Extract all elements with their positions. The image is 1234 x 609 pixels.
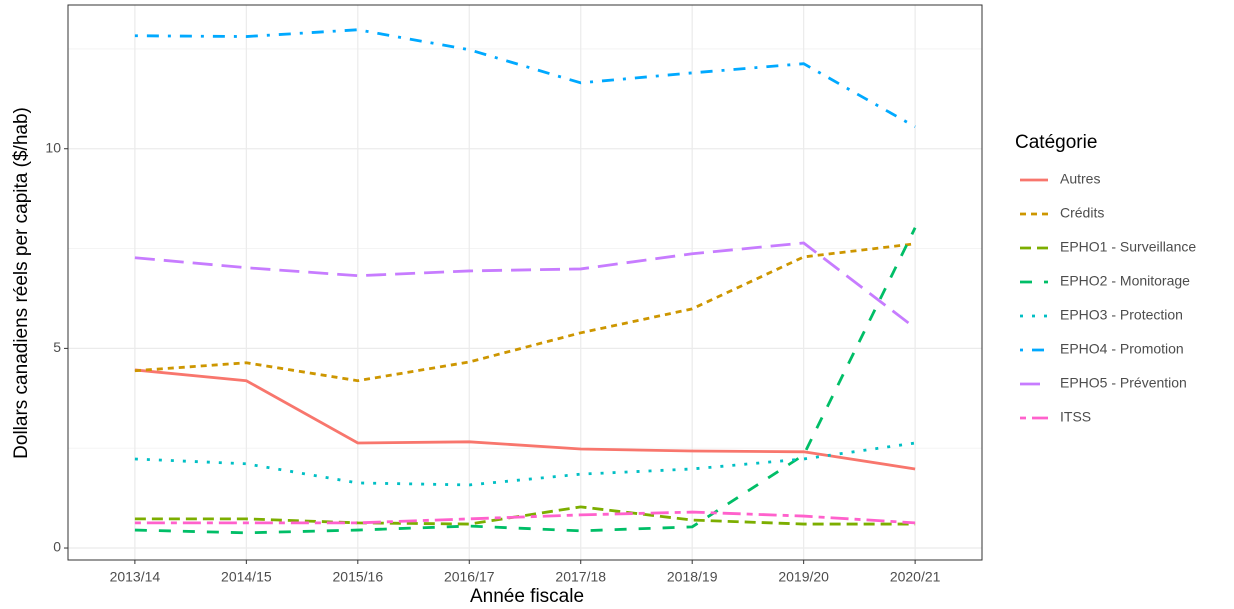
series-line (134, 227, 917, 535)
x-tick-label: 2013/14 (110, 569, 161, 585)
legend-label: Autres (1060, 171, 1100, 187)
panel (68, 5, 982, 560)
legend-label: EPHO1 - Surveillance (1060, 239, 1196, 255)
legend-label: EPHO5 - Prévention (1060, 375, 1187, 391)
y-tick-label: 0 (53, 539, 61, 555)
legend-label: ITSS (1060, 409, 1091, 425)
x-tick-label: 2018/19 (667, 569, 718, 585)
x-axis-title: Année fiscale (470, 586, 584, 607)
series-line (134, 368, 916, 471)
series-line (134, 510, 916, 525)
x-tick-label: 2016/17 (444, 569, 495, 585)
legend-label: EPHO3 - Protection (1060, 307, 1183, 323)
legend-title: Catégorie (1015, 132, 1097, 153)
x-tick-label: 2020/21 (890, 569, 941, 585)
y-tick-label: 5 (53, 339, 61, 355)
x-tick-label: 2014/15 (221, 569, 272, 585)
legend-label: EPHO2 - Monitorage (1060, 273, 1190, 289)
series-line (134, 241, 916, 330)
y-tick-label: 10 (45, 139, 61, 155)
series-line (134, 505, 916, 526)
y-axis-title: Dollars canadiens réels per capita ($/ha… (11, 107, 32, 459)
x-tick-label: 2017/18 (555, 569, 606, 585)
legend-label: EPHO4 - Promotion (1060, 341, 1184, 357)
panel-border (67, 4, 983, 561)
legend-label: Crédits (1060, 205, 1104, 221)
x-tick-label: 2019/20 (778, 569, 829, 585)
x-tick-label: 2015/16 (333, 569, 384, 585)
